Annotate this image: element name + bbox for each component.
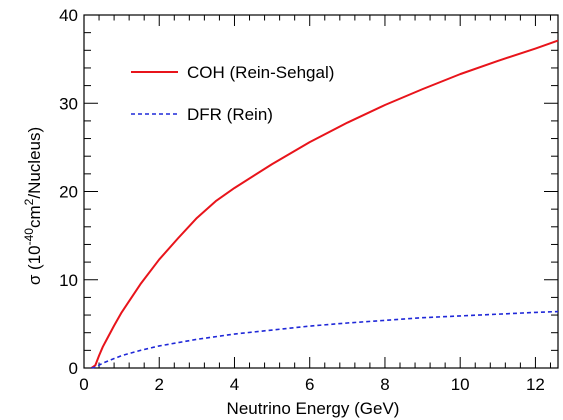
x-tick-label: 12 bbox=[526, 375, 545, 394]
y-tick-label: 20 bbox=[59, 183, 78, 202]
y-tick-label: 40 bbox=[59, 6, 78, 25]
y-axis-title: σ (10-40cm2/Nucleus) bbox=[22, 127, 44, 285]
legend: COH (Rein-Sehgal) DFR (Rein) bbox=[131, 63, 334, 124]
series-line-dfr bbox=[91, 310, 559, 369]
y-axis-title-mid: cm bbox=[25, 205, 44, 228]
y-axis-title-prefix: σ (10 bbox=[25, 245, 44, 285]
series-lines bbox=[90, 39, 559, 369]
legend-label: DFR (Rein) bbox=[187, 105, 273, 124]
y-tick-label: 10 bbox=[59, 271, 78, 290]
y-axis: 0 10 20 30 40 bbox=[59, 6, 558, 378]
legend-label: COH (Rein-Sehgal) bbox=[187, 63, 334, 82]
y-axis-title-suffix: /Nucleus) bbox=[25, 127, 44, 199]
x-tick-label: 4 bbox=[230, 375, 239, 394]
x-tick-label: 10 bbox=[451, 375, 470, 394]
x-tick-label: 0 bbox=[79, 375, 88, 394]
x-tick-label: 2 bbox=[155, 375, 164, 394]
x-axis: 0 2 4 6 8 10 12 bbox=[79, 15, 551, 394]
y-tick-label: 30 bbox=[59, 94, 78, 113]
y-tick-label: 0 bbox=[69, 359, 78, 378]
y-axis-title-exp1: -40 bbox=[22, 228, 36, 246]
x-axis-title: Neutrino Energy (GeV) bbox=[227, 399, 400, 418]
x-tick-label: 8 bbox=[380, 375, 389, 394]
x-tick-label: 6 bbox=[305, 375, 314, 394]
series-line-coh bbox=[90, 39, 559, 369]
y-axis-title-exp2: 2 bbox=[22, 198, 36, 205]
